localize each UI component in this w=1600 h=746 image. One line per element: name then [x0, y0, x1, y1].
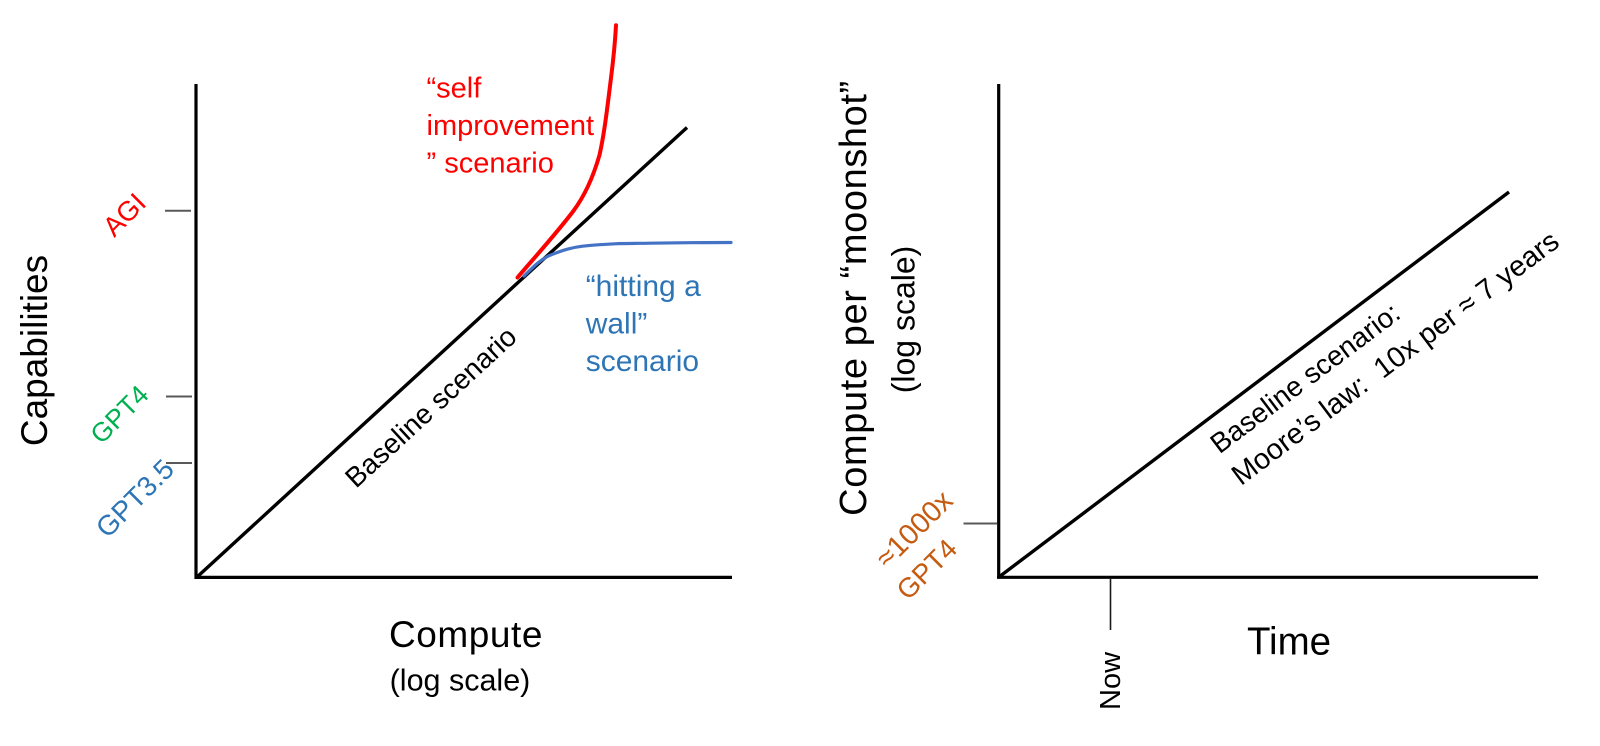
svg-text:Time: Time	[1247, 621, 1331, 664]
svg-text:Now: Now	[1095, 651, 1127, 710]
svg-text:wall”: wall”	[585, 308, 648, 341]
svg-text:Compute: Compute	[389, 614, 543, 655]
svg-text:(log scale): (log scale)	[390, 664, 531, 698]
svg-text:Compute per “moonshot”: Compute per “moonshot”	[833, 80, 875, 516]
svg-text:” scenario: ” scenario	[427, 147, 554, 179]
svg-text:“self: “self	[427, 72, 483, 104]
svg-text:“hitting a: “hitting a	[586, 270, 701, 303]
svg-text:improvement: improvement	[427, 110, 595, 142]
svg-text:scenario: scenario	[586, 345, 699, 378]
svg-text:Capabilities: Capabilities	[14, 255, 55, 446]
svg-text:(log scale): (log scale)	[886, 246, 922, 394]
